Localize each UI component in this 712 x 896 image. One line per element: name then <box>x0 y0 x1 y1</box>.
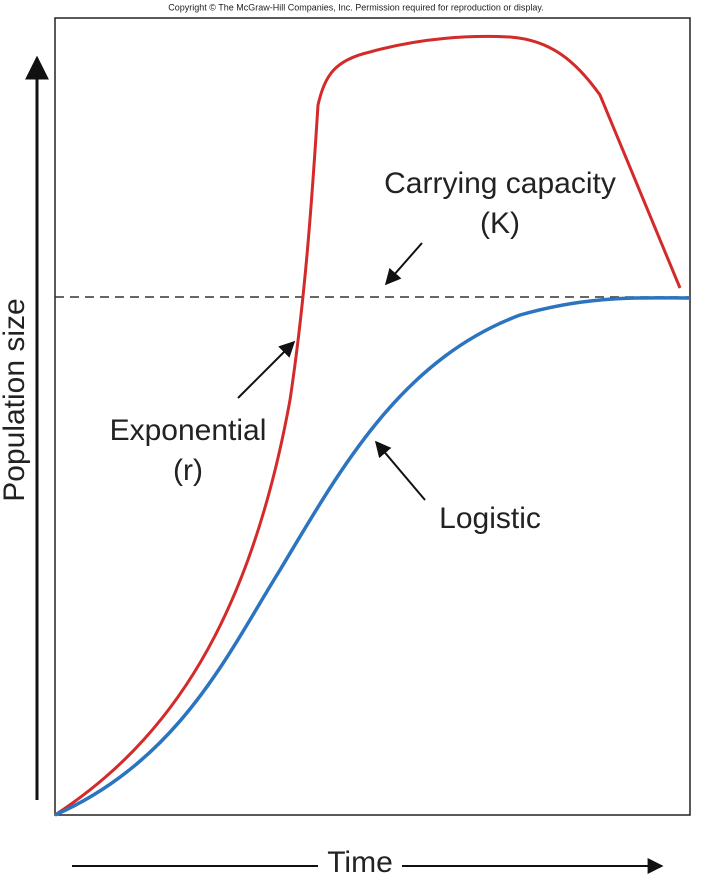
carrying-capacity-label: Carrying capacity <box>384 167 616 200</box>
pointer-arrow <box>374 440 426 501</box>
exponential-label: Exponential <box>110 414 267 447</box>
pointer-arrow <box>237 340 296 399</box>
carrying-capacity-symbol: (K) <box>480 207 520 240</box>
logistic-label: Logistic <box>439 502 541 535</box>
y-axis-label: Population size <box>0 298 31 501</box>
exponential-curve <box>54 34 682 817</box>
plot-frame <box>54 17 691 816</box>
copyright: Copyright © The McGraw-Hill Companies, I… <box>168 2 543 12</box>
x-axis-label: Time <box>327 846 393 879</box>
logistic-curve <box>54 296 691 817</box>
exponential-symbol: (r) <box>173 454 203 487</box>
pointer-arrow <box>384 242 423 286</box>
